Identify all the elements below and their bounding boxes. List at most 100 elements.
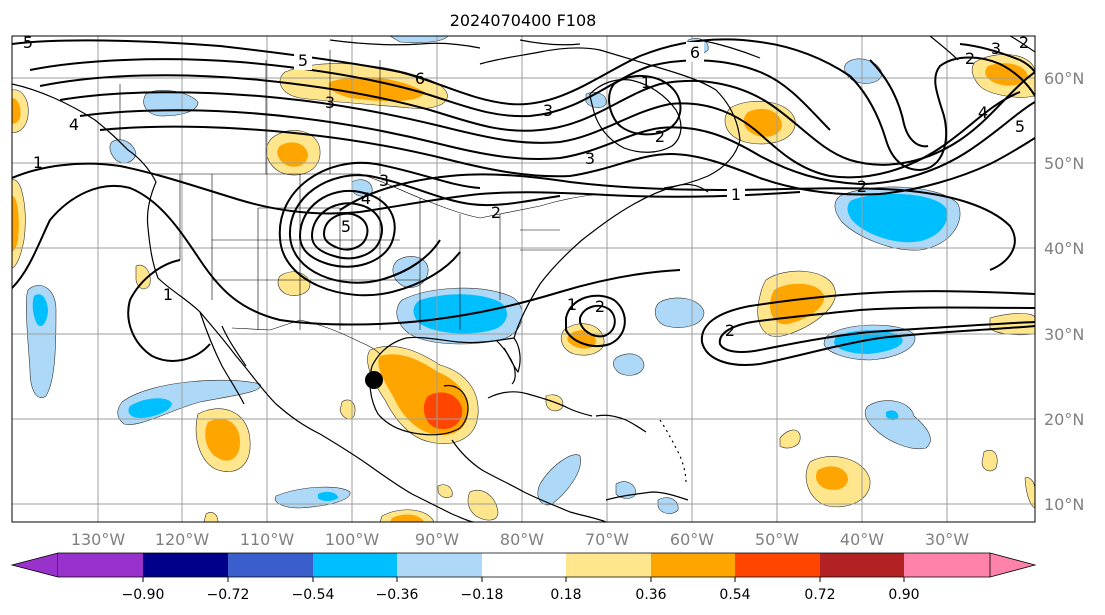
contour-label: 3 (543, 101, 553, 120)
border-states-grid (179, 174, 570, 330)
contour-label: 2 (725, 321, 735, 340)
contour-label: 1 (163, 285, 173, 304)
anomaly-negative-atl-small-5 (657, 497, 679, 514)
lon-label: 60°W (670, 530, 714, 549)
coastline-canada-north (479, 47, 741, 189)
colorbar-tick-label: −0.18 (461, 587, 504, 603)
anomaly-positive-small-3 (339, 399, 356, 420)
contour-greenland-ridge (849, 56, 1035, 172)
anomaly-positive-alaska-core (12, 98, 21, 124)
contour-label: 2 (491, 203, 501, 222)
lat-label: 20°N (1044, 410, 1084, 429)
colorbar-swatch (397, 553, 482, 577)
contour-label: 2 (1019, 33, 1029, 52)
anomaly-positive-greenland-core (985, 63, 1028, 86)
contour-6-b (39, 71, 1035, 166)
anomaly-negative-pacific-west-core (32, 294, 48, 327)
coastline-hudson-bay (589, 79, 682, 153)
colorbar-swatch (482, 553, 566, 577)
anomaly-positive-small-11 (437, 484, 453, 498)
anomaly-positive-bermuda-core (567, 330, 596, 349)
contour-3-b (99, 125, 1035, 196)
border-us-mexico (231, 319, 381, 355)
colorbar-tick-label: 0.18 (550, 587, 581, 603)
contour-5-north (12, 38, 851, 106)
colorbar-swatch (228, 553, 313, 577)
border-canada-provinces (119, 50, 381, 174)
political-borders (119, 50, 601, 355)
contour-low-ring-1 (298, 189, 396, 268)
contour-1-mid (12, 162, 801, 215)
contour-1-lower (12, 184, 681, 326)
anomaly-positive-cape-verde-core (816, 466, 848, 490)
lat-label: 10°N (1044, 495, 1084, 514)
colorbar-swatch (820, 553, 904, 577)
map-frame (11, 35, 1036, 523)
contour-atlantic-trough-inner (718, 306, 1035, 353)
colorbar-swatch (904, 553, 990, 577)
contour-label: 3 (325, 93, 335, 112)
anomaly-positive-west-edge-core (12, 196, 19, 252)
contour-label: 6 (690, 43, 700, 62)
colorbar-tick-label: −0.90 (122, 587, 165, 603)
contour-5-b (59, 91, 1021, 179)
contour-ring-outer-2 (278, 161, 481, 297)
contour-label: 5 (341, 217, 351, 236)
contour-label: 2 (595, 297, 605, 316)
contour-label: 2 (965, 49, 975, 68)
lat-label: 30°N (1044, 325, 1084, 344)
anomaly-negative-atl-small-3 (864, 400, 931, 450)
coastline-gulf (369, 336, 521, 436)
map-panel: 5 6 6 5 4 3 2 1 1 2 3 4 5 1 2 3 3 2 (11, 33, 1036, 523)
coastline-central-america (451, 439, 607, 522)
contour-lines (12, 38, 1035, 366)
anomaly-negative-pacific-sw-core (128, 398, 172, 418)
anomaly-negative-alaska-gulf (109, 139, 137, 164)
contour-label: 1 (33, 153, 43, 172)
lon-label: 30°W (925, 530, 969, 549)
coastline-hispaniola (595, 414, 647, 433)
colorbar-swatch (566, 553, 651, 577)
anomaly-positive-gulf-red (423, 392, 463, 430)
coastline-antilles (659, 419, 687, 485)
coastline-baja (199, 311, 247, 405)
anomaly-positive-small-5 (981, 449, 998, 472)
contour-label: 2 (655, 127, 665, 146)
lat-label: 60°N (1044, 69, 1084, 88)
coastline-florida (495, 339, 516, 385)
colorbar-ticks (142, 577, 905, 582)
anomaly-positive-small-6 (1024, 477, 1035, 509)
lon-label: 70°W (585, 530, 629, 549)
anomaly-positive-small-1 (277, 271, 311, 296)
anomaly-positive-small-4 (779, 429, 801, 449)
colorbar-tick-label: 0.54 (719, 587, 750, 603)
lon-label: 120°W (155, 530, 210, 549)
coastline-south-america (605, 491, 689, 501)
anomaly-negative-atl-small-2 (612, 353, 645, 376)
lon-label: 100°W (325, 530, 380, 549)
contour-label: 1 (567, 295, 577, 314)
contour-canada-low (608, 74, 682, 136)
anomaly-positive-small-2 (135, 264, 151, 290)
colorbar-swatch (143, 553, 228, 577)
lon-label: 40°W (840, 530, 884, 549)
lon-label: 110°W (240, 530, 295, 549)
anomaly-positive-small-9-core (390, 514, 424, 522)
colorbar-extend-min (10, 552, 59, 578)
colorbar-tick-label: −0.54 (292, 587, 335, 603)
colorbar-swatch (313, 553, 397, 577)
contour-6-north (29, 58, 831, 131)
contour-label: 4 (69, 115, 79, 134)
contour-label: 2 (857, 177, 867, 196)
longitude-axis: 130°W 120°W 110°W 100°W 90°W 80°W 70°W 6… (71, 530, 969, 549)
coastline-north-america-west (12, 83, 475, 522)
anomaly-negative-atl-small-1 (654, 297, 705, 328)
colorbar-tick-label: 0.72 (804, 587, 835, 603)
lat-label: 50°N (1044, 154, 1084, 173)
anomaly-positive-pacific-nw-core (277, 142, 308, 167)
colorbar: −0.90 −0.72 −0.54 −0.36 −0.18 0.18 0.36 … (10, 552, 1037, 603)
contour-1-west-loop (127, 259, 211, 362)
anomaly-negative-atl-small-3-core (886, 410, 899, 421)
anomaly-positive-small-8 (467, 490, 499, 521)
